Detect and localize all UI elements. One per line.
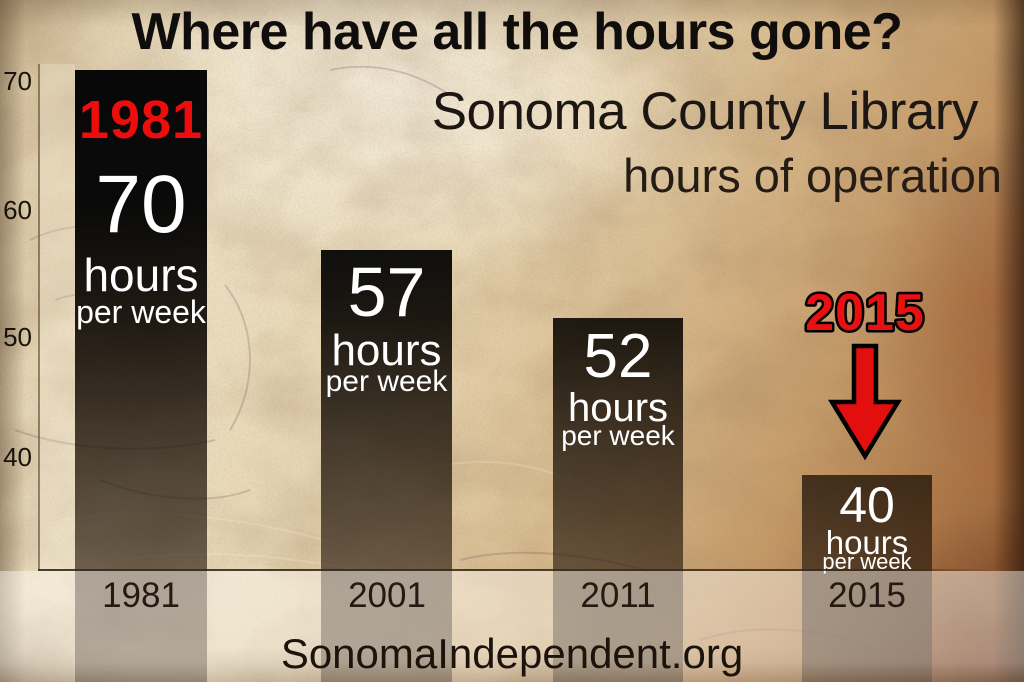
bar-unit-line2: per week [76,294,206,330]
page-title: Where have all the hours gone? [131,3,903,61]
end-year-label: 2015 [805,284,925,342]
y-tick-50: 50 [3,322,32,352]
x-label-1981: 1981 [102,576,180,615]
start-year-label: 1981 [78,90,204,150]
subtitle-organization: Sonoma County Library [431,82,979,141]
x-label-2015: 2015 [828,576,906,615]
bar-unit-line1: hours [825,524,909,561]
bar-unit-line1: hours [331,326,442,375]
bar-unit-line2: per week [561,420,675,451]
y-tick-40: 40 [3,442,32,472]
bar-1981: 1981 70 hours per week [75,70,207,682]
bar-2015: 40 hours per week [802,475,932,682]
axis-light-band [39,64,75,572]
source-website: SonomaIndependent.org [280,630,744,677]
bar-unit-line2: per week [822,549,912,574]
bar-value: 57 [347,253,426,331]
y-tick-60: 60 [3,195,32,225]
bar-value: 52 [583,322,653,391]
2015-callout: 2015 [803,284,926,461]
subtitle-descriptor: hours of operation [623,149,1002,202]
x-label-2001: 2001 [348,576,426,615]
x-axis-line [38,569,994,571]
x-label-2011: 2011 [580,576,656,615]
bar-unit-line1: hours [567,386,669,430]
bar-value: 70 [95,159,187,250]
y-axis-line [38,64,40,571]
bar-2011: 52 hours per week [553,318,683,682]
bar-unit-line2: per week [325,365,448,398]
frosted-bottom-band [0,571,1024,682]
bar-unit-line1: hours [83,249,199,301]
bar-value: 40 [839,477,895,533]
bar-2001: 57 hours per week [321,250,452,682]
down-arrow-icon [827,343,903,461]
y-tick-70: 70 [3,66,32,96]
